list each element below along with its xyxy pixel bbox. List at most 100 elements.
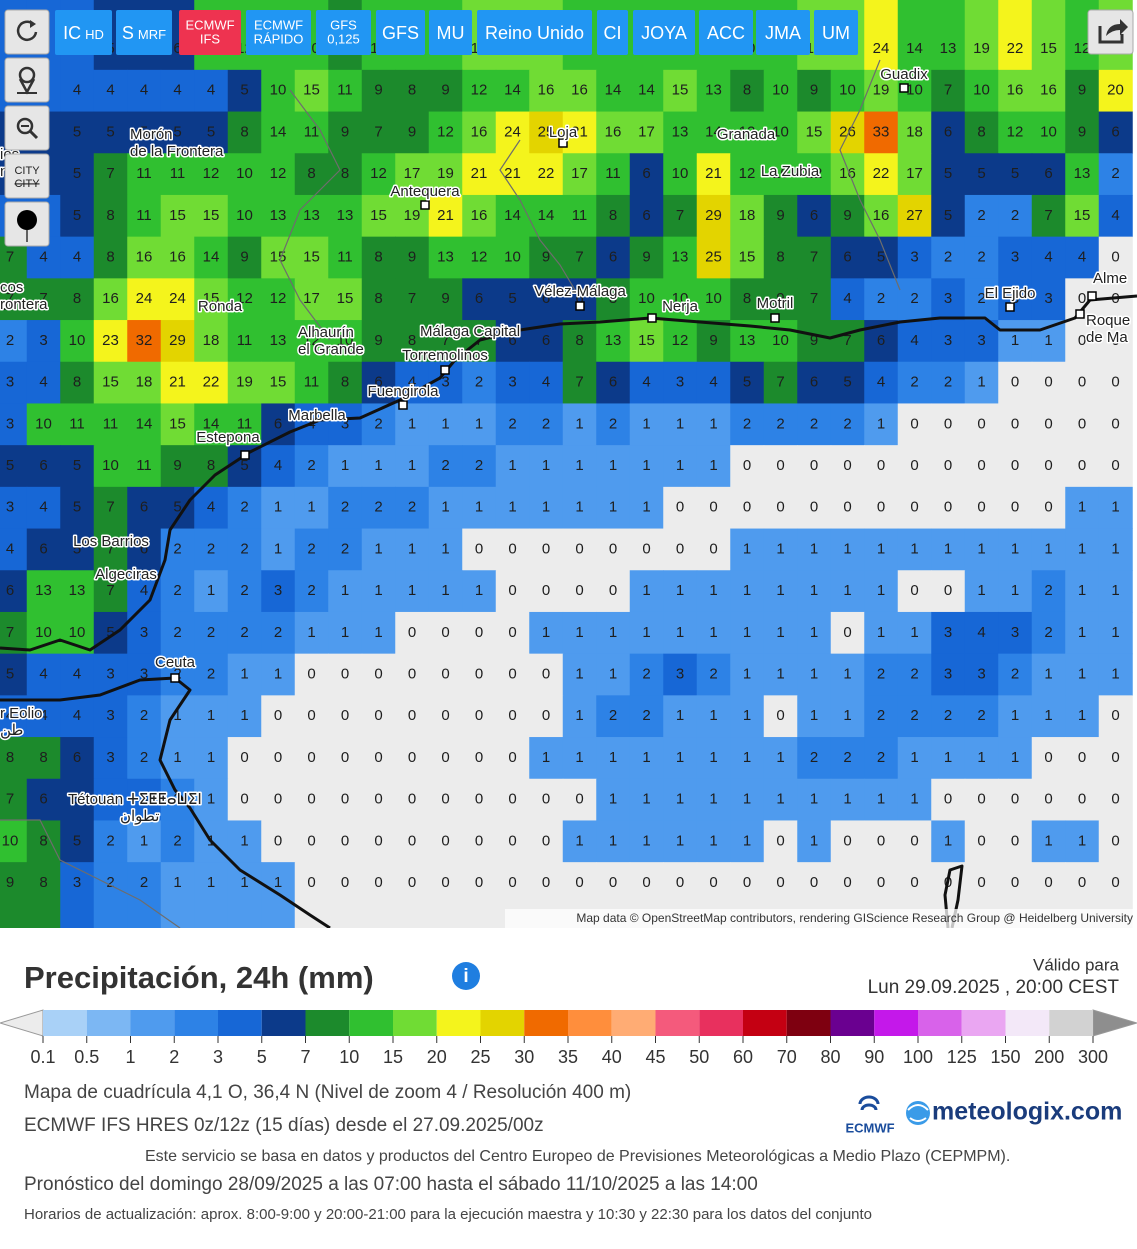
legend-label: 60 [733,1047,753,1067]
cell-value: 1 [240,832,248,849]
cell-value: 14 [906,40,923,57]
cell-value: 2 [877,290,885,307]
share-button[interactable] [1087,9,1134,55]
cell-value: 1 [810,791,818,808]
grid-cell [462,862,497,928]
cell-value: 1 [609,624,617,641]
cell-value: 1 [240,707,248,724]
cell-value: 19 [404,207,421,224]
cell-value: 1 [173,749,181,766]
cell-value: 17 [303,290,320,307]
cell-value: 1 [709,749,717,766]
cell-value: 11 [237,415,253,432]
zoom-button[interactable] [4,105,50,151]
grid-cell [797,153,832,196]
cell-value: 1 [475,499,483,516]
valid-time: Lun 29.09.2025 , 20:00 CEST [868,977,1120,998]
model-button[interactable]: Reino Unido [477,10,592,55]
button-label: IC HD [63,23,104,43]
cell-value: 1 [441,540,449,557]
cell-value: 4 [877,374,885,391]
grid-cell [227,528,262,571]
cell-value: 1 [743,540,751,557]
legend-label: 300 [1078,1047,1108,1067]
grid-cell [495,403,530,446]
cell-value: 0 [977,457,985,474]
grid-cell [830,528,865,571]
cell-value: 2 [374,499,382,516]
grid-cell [1098,695,1133,738]
model-button[interactable]: JOYA [633,10,695,55]
legend-label: 200 [1034,1047,1064,1067]
model-button[interactable]: GFS [376,10,425,55]
refresh-button[interactable] [4,9,50,55]
cell-value: 0 [642,540,650,557]
grid-cell [361,737,396,780]
grid-cell [328,320,363,363]
grid-cell [696,278,731,321]
grid-cell [428,737,463,780]
cell-value: 1 [877,415,885,432]
pin-button[interactable] [4,201,50,247]
model-button[interactable]: JMA [756,10,810,55]
grid-cell [1031,778,1066,821]
location-button[interactable] [4,57,50,103]
grid-cell [897,820,932,863]
cell-value: 8 [106,248,114,265]
cell-value: 1 [374,582,382,599]
cell-value: 15 [203,290,220,307]
model-button[interactable]: ACC [699,10,753,55]
grid-cell [830,570,865,613]
cell-value: 12 [437,123,454,140]
cell-value: 1 [1011,332,1019,349]
cell-value: 0 [810,457,818,474]
grid-cell [361,778,396,821]
cell-value: 0 [843,457,851,474]
cell-value: 0 [776,707,784,724]
grid-cell [964,69,999,113]
cell-value: 6 [843,248,851,265]
grid-cell [931,653,966,696]
legend-label: 1 [125,1047,135,1067]
grid-cell [93,862,128,928]
model-button[interactable]: S MRF [116,10,172,55]
footer: Precipitación, 24h (mm) i Válido para Lu… [0,955,1137,1223]
grid-cell [730,194,765,238]
legend-label: 80 [820,1047,840,1067]
cell-value: 15 [270,248,287,265]
grid-cell [93,611,128,655]
model-button[interactable]: UM [814,10,858,55]
cell-value: 1 [810,540,818,557]
grid-cell [830,611,865,655]
info-icon[interactable]: i [452,962,480,990]
model-button[interactable]: CI [597,10,628,55]
grid-cell [529,528,564,571]
cell-value: 5 [173,499,181,516]
model-button[interactable]: IC HD [55,10,112,55]
grid-cell [864,778,899,821]
cell-value: 13 [739,332,756,349]
cell-value: 9 [408,123,416,140]
grid-cell [596,194,631,238]
grid-cell [294,737,329,780]
model-button[interactable]: MU [429,10,472,55]
grid-cell [797,737,832,780]
city-button[interactable]: CITY CITY [4,153,50,199]
cell-value: 25 [538,123,555,140]
cell-value: 0 [1111,749,1119,766]
grid-cell [931,611,966,655]
cell-value: 0 [910,457,918,474]
grid-cell [495,653,530,696]
grid-cell [395,862,430,928]
cell-value: 0 [776,499,784,516]
cell-value: 14 [605,82,622,99]
grid-cell [897,361,932,404]
grid-cell [1098,653,1133,696]
cell-value: 2 [240,540,248,557]
grid-cell [830,236,865,279]
cell-value: 0 [776,457,784,474]
cell-value: 0 [910,874,918,891]
